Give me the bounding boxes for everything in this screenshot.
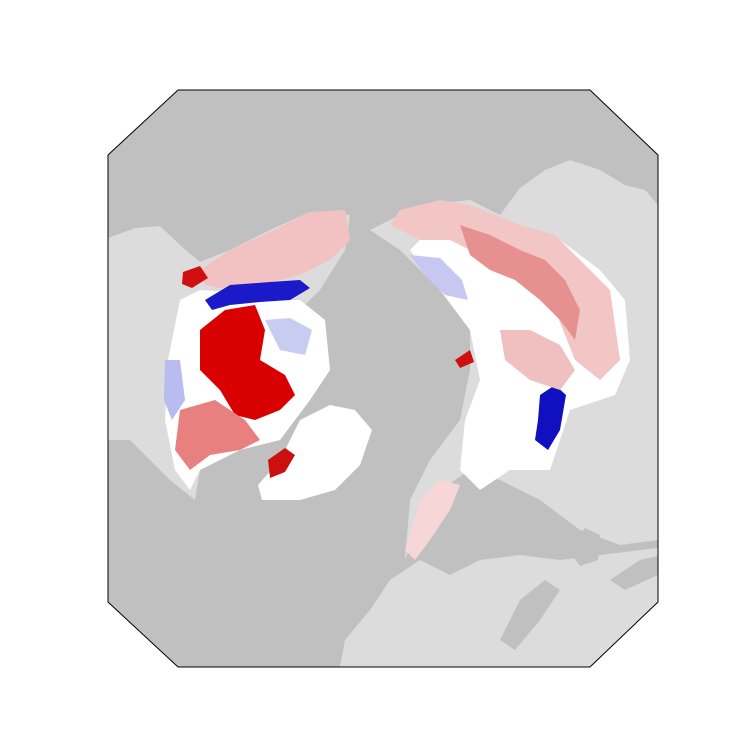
- patch-canada-blue: [265, 318, 312, 355]
- sea-caspian: [568, 528, 600, 566]
- patch-canada-red: [200, 305, 295, 420]
- sea-baltic: [500, 580, 560, 650]
- patch-west-edge-blue: [164, 360, 185, 420]
- sea-inland: [610, 556, 658, 590]
- patch-scandinavia: [405, 480, 460, 560]
- map-area: [108, 90, 658, 667]
- patch-siberia-dot: [455, 350, 474, 368]
- patch-east-blue: [535, 385, 566, 450]
- patch-siberia-strong: [460, 225, 580, 340]
- patch-west-blue: [205, 280, 310, 310]
- patch-alaska: [200, 210, 350, 290]
- patch-east-red: [500, 330, 575, 390]
- patch-siberia-blue: [410, 255, 468, 300]
- land-europe: [340, 548, 658, 667]
- patch-greenland-red: [268, 448, 295, 478]
- patch-alaska-red: [182, 266, 208, 288]
- patch-canada-light: [175, 400, 260, 470]
- map-border: [107, 89, 659, 668]
- patch-greenland: [258, 405, 372, 500]
- patch-siberia-red: [390, 200, 620, 380]
